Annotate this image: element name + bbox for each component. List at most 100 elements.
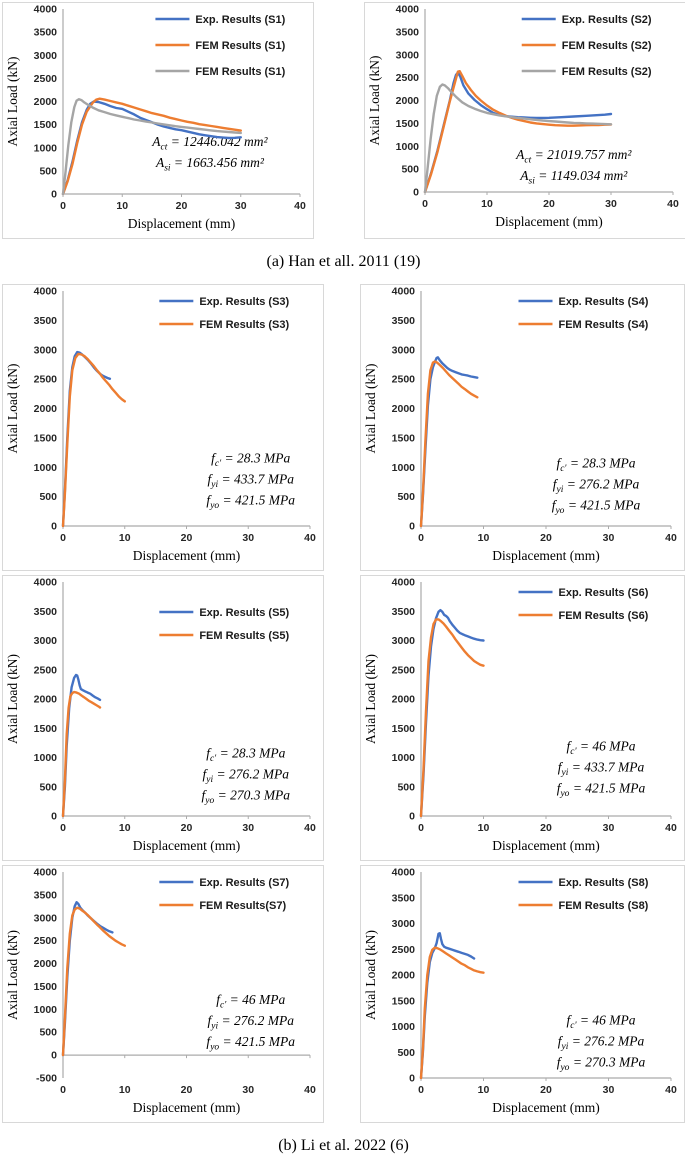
svg-text:0: 0 (422, 198, 428, 210)
svg-text:20: 20 (176, 200, 188, 212)
svg-text:Displacement (mm): Displacement (mm) (133, 548, 241, 563)
svg-text:fyo = 421.5 MPa: fyo = 421.5 MPa (206, 493, 295, 512)
chart-canvas-S4: 0 500 1000 1500 2000 2500 3000 3500 4000 0 10 20 30 4… (363, 286, 677, 564)
svg-text:20: 20 (543, 198, 555, 210)
svg-text:500: 500 (39, 781, 57, 793)
section-b-row-3: -500 0 500 1000 1500 2000 2500 3000 3500 4000 0 10 2… (2, 865, 685, 1123)
svg-text:2000: 2000 (34, 958, 58, 970)
svg-text:500: 500 (39, 165, 57, 177)
svg-text:40: 40 (304, 1084, 316, 1096)
svg-text:2000: 2000 (392, 694, 416, 706)
svg-text:40: 40 (294, 200, 306, 212)
svg-text:fc' = 46 MPa: fc' = 46 MPa (567, 1012, 636, 1030)
svg-text:Axial Load (kN): Axial Load (kN) (5, 654, 20, 744)
svg-text:40: 40 (665, 532, 677, 544)
svg-text:fc' = 28.3 MPa: fc' = 28.3 MPa (556, 455, 635, 474)
svg-text:20: 20 (181, 1084, 193, 1096)
svg-text:FEM Results (S1): FEM Results (S1) (195, 66, 285, 78)
svg-text:1000: 1000 (34, 1004, 58, 1016)
svg-text:2500: 2500 (34, 374, 58, 386)
svg-text:-500: -500 (36, 1073, 57, 1085)
svg-text:3500: 3500 (34, 606, 58, 618)
svg-text:0: 0 (409, 521, 415, 533)
svg-text:Exp. Results (S7): Exp. Results (S7) (199, 877, 289, 889)
section-a-charts: 0 500 1000 1500 2000 2500 3000 3500 4000 0 10 20 30 4… (2, 2, 685, 239)
caption-b: (b) Li et al. 2022 (6) (278, 1137, 409, 1154)
chart-s6: 0 500 1000 1500 2000 2500 3000 3500 4000 0 10 20 30 4… (360, 575, 685, 861)
svg-text:4000: 4000 (392, 867, 416, 879)
svg-text:fyi = 433.7 MPa: fyi = 433.7 MPa (207, 472, 294, 491)
svg-text:Asi = 1149.034 mm²: Asi = 1149.034 mm² (519, 168, 628, 187)
svg-text:10: 10 (119, 532, 131, 544)
svg-text:Axial Load (kN): Axial Load (kN) (5, 364, 20, 454)
svg-text:4000: 4000 (34, 286, 58, 298)
svg-text:2000: 2000 (392, 403, 416, 415)
svg-text:1000: 1000 (34, 462, 58, 474)
svg-text:Axial Load (kN): Axial Load (kN) (363, 930, 378, 1020)
svg-text:Exp. Results (S2): Exp. Results (S2) (562, 14, 652, 26)
svg-text:1000: 1000 (392, 462, 416, 474)
svg-text:1500: 1500 (396, 118, 420, 130)
svg-text:500: 500 (39, 1027, 57, 1039)
svg-text:1000: 1000 (392, 1021, 416, 1033)
svg-text:500: 500 (397, 1047, 415, 1059)
svg-text:Axial Load (kN): Axial Load (kN) (363, 364, 378, 454)
svg-text:3500: 3500 (34, 889, 58, 901)
svg-text:3000: 3000 (392, 635, 416, 647)
svg-text:0: 0 (409, 1073, 415, 1085)
svg-text:500: 500 (39, 491, 57, 503)
svg-text:3500: 3500 (34, 315, 58, 327)
svg-text:FEM Results (S4): FEM Results (S4) (559, 319, 649, 331)
svg-text:20: 20 (540, 532, 552, 544)
svg-text:0: 0 (418, 1084, 424, 1096)
svg-text:10: 10 (116, 200, 128, 212)
chart-canvas-S6: 0 500 1000 1500 2000 2500 3000 3500 4000 0 10 20 30 4… (363, 577, 677, 854)
svg-text:3000: 3000 (34, 50, 58, 62)
section-b-row-1: 0 500 1000 1500 2000 2500 3000 3500 4000 0 10 20 30 4… (2, 284, 685, 571)
svg-text:40: 40 (665, 1084, 677, 1096)
svg-text:40: 40 (667, 198, 679, 210)
svg-text:Act = 12446.042 mm²: Act = 12446.042 mm² (151, 134, 268, 153)
svg-text:4000: 4000 (34, 577, 58, 589)
svg-text:3000: 3000 (392, 918, 416, 930)
svg-text:3000: 3000 (396, 49, 420, 61)
svg-text:0: 0 (51, 1050, 57, 1062)
chart-s2: 0 500 1000 1500 2000 2500 3000 3500 4000 0 10 20 30 4… (364, 2, 685, 239)
svg-text:Asi = 1663.456 mm²: Asi = 1663.456 mm² (155, 155, 265, 174)
svg-text:4000: 4000 (34, 867, 58, 879)
svg-text:0: 0 (418, 822, 424, 834)
svg-text:Displacement (mm): Displacement (mm) (492, 548, 600, 563)
svg-text:2500: 2500 (392, 374, 416, 386)
svg-text:fyo = 421.5 MPa: fyo = 421.5 MPa (557, 780, 646, 799)
svg-text:10: 10 (119, 1084, 131, 1096)
svg-text:FEM Results (S2): FEM Results (S2) (562, 40, 652, 52)
svg-text:2500: 2500 (392, 944, 416, 956)
svg-text:30: 30 (605, 198, 617, 210)
svg-text:fc' = 46 MPa: fc' = 46 MPa (567, 738, 636, 757)
svg-text:Displacement (mm): Displacement (mm) (128, 216, 236, 231)
svg-text:30: 30 (603, 822, 615, 834)
svg-text:1500: 1500 (34, 119, 58, 131)
svg-text:FEM Results (S6): FEM Results (S6) (559, 610, 649, 622)
svg-text:0: 0 (51, 521, 57, 533)
svg-text:3500: 3500 (392, 606, 416, 618)
chart-s8: 0 500 1000 1500 2000 2500 3000 3500 4000 0 10 20 30 4… (360, 865, 685, 1123)
chart-canvas-S3: 0 500 1000 1500 2000 2500 3000 3500 4000 0 10 20 30 4… (5, 286, 316, 564)
chart-canvas-S5: 0 500 1000 1500 2000 2500 3000 3500 4000 0 10 20 30 4… (5, 577, 316, 854)
svg-text:fyi = 276.2 MPa: fyi = 276.2 MPa (207, 1013, 294, 1032)
svg-text:3500: 3500 (392, 315, 416, 327)
svg-text:2500: 2500 (34, 664, 58, 676)
svg-text:500: 500 (401, 164, 419, 176)
svg-text:fyo = 421.5 MPa: fyo = 421.5 MPa (552, 497, 641, 516)
svg-text:3000: 3000 (392, 344, 416, 356)
svg-text:Displacement (mm): Displacement (mm) (133, 1100, 241, 1115)
svg-text:3500: 3500 (392, 892, 416, 904)
svg-text:30: 30 (242, 532, 254, 544)
svg-text:Exp. Results (S3): Exp. Results (S3) (199, 296, 289, 308)
svg-text:0: 0 (60, 1084, 66, 1096)
chart-s7: -500 0 500 1000 1500 2000 2500 3000 3500 4000 0 10 2… (2, 865, 324, 1123)
svg-text:Axial Load (kN): Axial Load (kN) (367, 56, 382, 146)
svg-text:fyo = 270.3 MPa: fyo = 270.3 MPa (201, 788, 290, 807)
svg-text:Act = 21019.757 mm²: Act = 21019.757 mm² (515, 147, 632, 166)
